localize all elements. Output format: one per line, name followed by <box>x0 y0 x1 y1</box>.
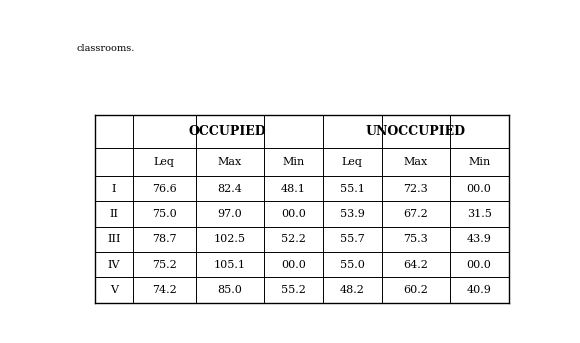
Text: 75.2: 75.2 <box>152 260 177 270</box>
Text: 48.2: 48.2 <box>340 285 365 295</box>
Text: 00.0: 00.0 <box>281 260 306 270</box>
Text: 00.0: 00.0 <box>281 209 306 219</box>
Text: 75.3: 75.3 <box>403 234 428 244</box>
Text: I: I <box>111 184 116 193</box>
Text: 48.1: 48.1 <box>281 184 306 193</box>
Text: classrooms.: classrooms. <box>77 44 135 53</box>
Text: 00.0: 00.0 <box>467 260 492 270</box>
Text: 52.2: 52.2 <box>281 234 306 244</box>
Text: 53.9: 53.9 <box>340 209 365 219</box>
Text: 75.0: 75.0 <box>152 209 177 219</box>
Text: II: II <box>109 209 118 219</box>
Text: 78.7: 78.7 <box>152 234 176 244</box>
Text: Leq: Leq <box>154 157 175 167</box>
Text: 85.0: 85.0 <box>218 285 242 295</box>
Text: 00.0: 00.0 <box>467 184 492 193</box>
Text: 43.9: 43.9 <box>467 234 492 244</box>
Text: 55.7: 55.7 <box>340 234 365 244</box>
Text: 55.2: 55.2 <box>281 285 306 295</box>
Text: Max: Max <box>404 157 428 167</box>
Text: 40.9: 40.9 <box>467 285 492 295</box>
Text: Leq: Leq <box>342 157 362 167</box>
Text: 31.5: 31.5 <box>467 209 492 219</box>
Text: Min: Min <box>468 157 490 167</box>
Text: 76.6: 76.6 <box>152 184 177 193</box>
Text: OCCUPIED: OCCUPIED <box>189 125 267 138</box>
Text: 64.2: 64.2 <box>403 260 428 270</box>
Text: Max: Max <box>218 157 242 167</box>
Text: 102.5: 102.5 <box>214 234 246 244</box>
Text: 67.2: 67.2 <box>403 209 428 219</box>
Text: 105.1: 105.1 <box>214 260 246 270</box>
Text: 60.2: 60.2 <box>403 285 428 295</box>
Text: UNOCCUPIED: UNOCCUPIED <box>366 125 466 138</box>
Text: 55.1: 55.1 <box>340 184 365 193</box>
Text: 97.0: 97.0 <box>218 209 242 219</box>
Text: III: III <box>107 234 121 244</box>
Text: 74.2: 74.2 <box>152 285 177 295</box>
Text: Min: Min <box>282 157 304 167</box>
Text: 82.4: 82.4 <box>218 184 242 193</box>
Text: V: V <box>110 285 118 295</box>
Text: 55.0: 55.0 <box>340 260 365 270</box>
Text: IV: IV <box>107 260 120 270</box>
Text: 72.3: 72.3 <box>403 184 428 193</box>
